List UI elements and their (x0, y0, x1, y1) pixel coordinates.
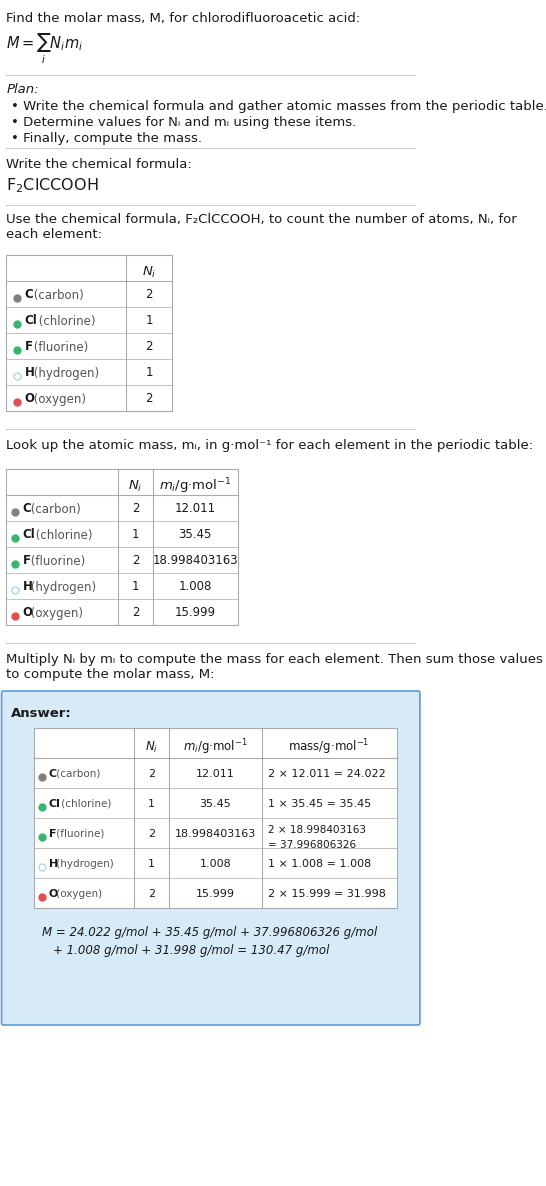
Text: • Write the chemical formula and gather atomic masses from the periodic table.: • Write the chemical formula and gather … (11, 100, 546, 113)
Text: $N_i$: $N_i$ (128, 478, 143, 493)
Text: mass/g·mol$^{-1}$: mass/g·mol$^{-1}$ (288, 738, 370, 757)
Text: (fluorine): (fluorine) (27, 555, 86, 567)
Text: (chlorine): (chlorine) (58, 799, 111, 809)
Text: Cl: Cl (22, 529, 35, 542)
Text: 12.011: 12.011 (175, 503, 216, 516)
Text: M = 24.022 g/mol + 35.45 g/mol + 37.996806326 g/mol: M = 24.022 g/mol + 35.45 g/mol + 37.9968… (41, 926, 377, 939)
Text: (hydrogen): (hydrogen) (27, 580, 97, 593)
Text: H: H (49, 859, 58, 869)
Text: 1: 1 (145, 366, 153, 380)
Text: 2 × 15.999 = 31.998: 2 × 15.999 = 31.998 (268, 890, 385, 899)
Text: 1 × 1.008 = 1.008: 1 × 1.008 = 1.008 (268, 859, 371, 869)
Text: Multiply Nᵢ by mᵢ to compute the mass for each element. Then sum those values
to: Multiply Nᵢ by mᵢ to compute the mass fo… (6, 653, 543, 681)
Text: 1: 1 (145, 314, 153, 327)
Text: $N_i$: $N_i$ (142, 264, 156, 280)
Text: 1: 1 (148, 859, 155, 869)
Text: 15.999: 15.999 (175, 606, 216, 619)
Text: C: C (25, 288, 33, 301)
Text: 1: 1 (148, 799, 155, 809)
Text: Write the chemical formula:: Write the chemical formula: (6, 158, 192, 171)
Text: F: F (22, 555, 31, 567)
Text: (chlorine): (chlorine) (32, 529, 93, 542)
Text: + 1.008 g/mol + 31.998 g/mol = 130.47 g/mol: + 1.008 g/mol + 31.998 g/mol = 130.47 g/… (54, 944, 330, 957)
FancyBboxPatch shape (2, 691, 420, 1025)
Text: 18.998403163: 18.998403163 (175, 829, 256, 839)
Text: O: O (25, 393, 35, 406)
Text: 18.998403163: 18.998403163 (152, 555, 238, 567)
Text: • Determine values for Nᵢ and mᵢ using these items.: • Determine values for Nᵢ and mᵢ using t… (11, 116, 356, 129)
Text: Cl: Cl (49, 799, 61, 809)
Text: 2: 2 (148, 890, 155, 899)
Text: 12.011: 12.011 (196, 769, 235, 779)
Text: 2 × 18.998403163: 2 × 18.998403163 (268, 825, 366, 835)
Text: 1.008: 1.008 (199, 859, 231, 869)
Text: 15.999: 15.999 (196, 890, 235, 899)
Text: (hydrogen): (hydrogen) (29, 366, 99, 380)
Text: Find the molar mass, M, for chlorodifluoroacetic acid:: Find the molar mass, M, for chlorodifluo… (6, 12, 360, 25)
Text: 2: 2 (132, 606, 139, 619)
Text: $M = \sum_i N_i m_i$: $M = \sum_i N_i m_i$ (6, 32, 84, 66)
Text: (chlorine): (chlorine) (35, 314, 95, 327)
Text: 1: 1 (132, 580, 139, 593)
Text: (oxygen): (oxygen) (29, 393, 86, 406)
Text: $m_i$/g·mol$^{-1}$: $m_i$/g·mol$^{-1}$ (159, 477, 232, 496)
Text: 2: 2 (148, 769, 155, 779)
Text: 2: 2 (145, 340, 153, 353)
Text: $\mathregular{F_2ClCCOOH}$: $\mathregular{F_2ClCCOOH}$ (6, 176, 99, 195)
Text: 2: 2 (132, 555, 139, 567)
Text: 2: 2 (145, 288, 153, 301)
Text: 1 × 35.45 = 35.45: 1 × 35.45 = 35.45 (268, 799, 371, 809)
Text: • Finally, compute the mass.: • Finally, compute the mass. (11, 132, 202, 145)
Text: Plan:: Plan: (6, 83, 39, 96)
Text: Look up the atomic mass, mᵢ, in g·mol⁻¹ for each element in the periodic table:: Look up the atomic mass, mᵢ, in g·mol⁻¹ … (6, 439, 533, 452)
Text: C: C (22, 503, 31, 516)
Bar (6, 255, 172, 412)
Text: 1: 1 (132, 529, 139, 542)
Text: (carbon): (carbon) (29, 288, 84, 301)
Text: (hydrogen): (hydrogen) (54, 859, 114, 869)
Text: $m_i$/g·mol$^{-1}$: $m_i$/g·mol$^{-1}$ (183, 738, 248, 757)
Text: F: F (49, 829, 56, 839)
Text: 35.45: 35.45 (179, 529, 212, 542)
Text: $N_i$: $N_i$ (145, 739, 158, 754)
Text: (carbon): (carbon) (27, 503, 81, 516)
Text: 35.45: 35.45 (199, 799, 231, 809)
Text: 2: 2 (145, 393, 153, 406)
Text: = 37.996806326: = 37.996806326 (268, 840, 356, 850)
Text: H: H (22, 580, 32, 593)
Text: (fluorine): (fluorine) (29, 340, 88, 353)
Text: (oxygen): (oxygen) (27, 606, 84, 619)
Bar (6, 468, 238, 625)
Text: 2: 2 (132, 503, 139, 516)
Text: 2 × 12.011 = 24.022: 2 × 12.011 = 24.022 (268, 769, 385, 779)
Text: C: C (49, 769, 57, 779)
Text: (oxygen): (oxygen) (54, 890, 103, 899)
Text: F: F (25, 340, 33, 353)
Text: Answer:: Answer: (11, 707, 72, 720)
Text: H: H (25, 366, 34, 380)
Text: (fluorine): (fluorine) (54, 829, 105, 839)
Text: Use the chemical formula, F₂ClCCOOH, to count the number of atoms, Nᵢ, for
each : Use the chemical formula, F₂ClCCOOH, to … (6, 213, 517, 241)
Text: 2: 2 (148, 829, 155, 839)
Text: O: O (22, 606, 32, 619)
Text: (carbon): (carbon) (54, 769, 101, 779)
Text: Cl: Cl (25, 314, 38, 327)
Bar (34, 728, 397, 908)
Text: O: O (49, 890, 58, 899)
Text: 1.008: 1.008 (179, 580, 212, 593)
